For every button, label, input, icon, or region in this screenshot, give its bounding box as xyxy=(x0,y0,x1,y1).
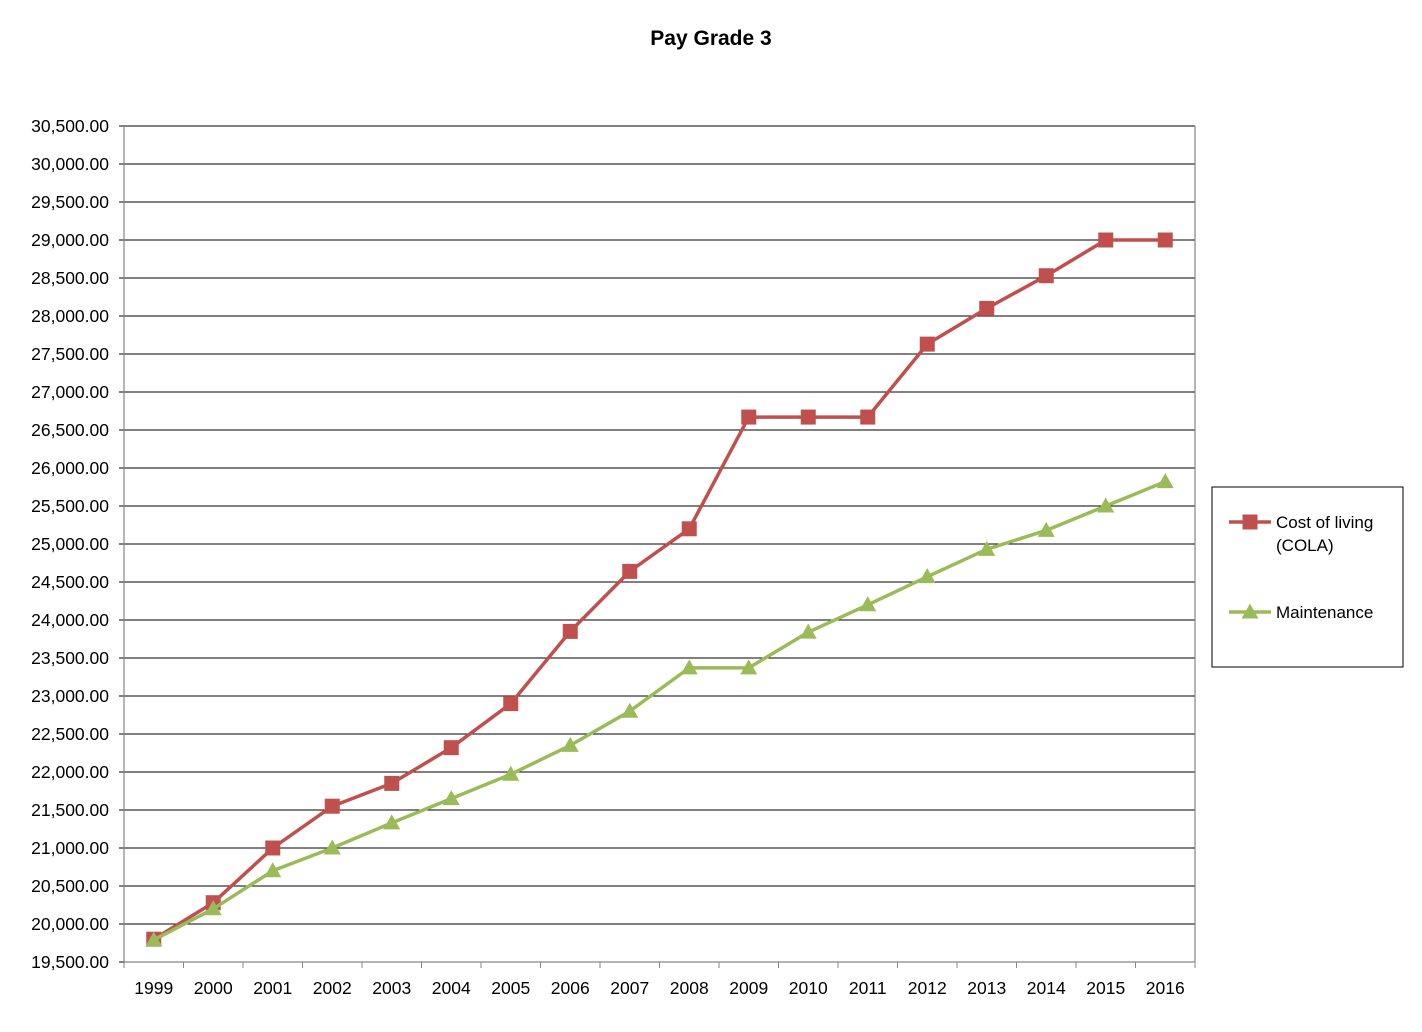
x-tick-label: 2008 xyxy=(670,978,709,998)
x-tick-label: 2006 xyxy=(551,978,590,998)
data-point xyxy=(323,839,341,855)
legend-label: Cost of living xyxy=(1276,513,1373,532)
data-point xyxy=(681,521,697,537)
data-point xyxy=(443,740,459,756)
y-tick-label: 23,500.00 xyxy=(31,648,109,668)
series-0 xyxy=(146,232,1173,947)
data-point xyxy=(383,814,401,830)
data-point xyxy=(562,623,578,639)
x-tick-label: 2009 xyxy=(729,978,768,998)
data-point xyxy=(800,409,816,425)
data-point xyxy=(860,409,876,425)
data-point xyxy=(264,862,282,878)
data-point xyxy=(918,568,936,584)
x-tick-label: 2015 xyxy=(1086,978,1125,998)
y-tick-label: 28,000.00 xyxy=(31,306,109,326)
y-tick-label: 30,500.00 xyxy=(31,116,109,136)
y-tick-label: 26,500.00 xyxy=(31,420,109,440)
data-point xyxy=(680,659,698,675)
y-tick-label: 27,000.00 xyxy=(31,382,109,402)
y-tick-label: 24,500.00 xyxy=(31,572,109,592)
chart-title: Pay Grade 3 xyxy=(650,27,771,50)
y-tick-label: 20,000.00 xyxy=(31,914,109,934)
legend-marker xyxy=(1241,603,1259,619)
y-tick-label: 22,000.00 xyxy=(31,762,109,782)
data-point xyxy=(145,931,163,947)
y-tick-label: 23,000.00 xyxy=(31,686,109,706)
data-point xyxy=(324,798,340,814)
legend-label: Maintenance xyxy=(1276,603,1373,622)
data-point xyxy=(204,900,222,916)
data-point xyxy=(919,336,935,352)
x-tick-label: 2003 xyxy=(372,978,411,998)
x-tick-label: 2012 xyxy=(908,978,947,998)
x-tick-label: 1999 xyxy=(134,978,173,998)
data-point xyxy=(859,596,877,612)
data-point xyxy=(384,775,400,791)
plot-area: 19,500.00 20,000.00 20,500.00 21,000.00 21,5… xyxy=(31,116,1196,998)
data-point xyxy=(1038,268,1054,284)
data-point xyxy=(561,736,579,752)
x-tick-label: 2011 xyxy=(849,978,887,998)
x-tick-label: 2016 xyxy=(1146,978,1185,998)
legend-item-0: Cost of living (COLA) xyxy=(1229,513,1373,555)
x-tick-label: 2002 xyxy=(313,978,352,998)
x-tick-label: 2014 xyxy=(1027,978,1066,998)
data-point xyxy=(1098,232,1114,248)
data-point xyxy=(442,790,460,806)
data-point xyxy=(502,765,520,781)
data-point xyxy=(979,300,995,316)
y-tick-label: 30,000.00 xyxy=(31,154,109,174)
x-tick-label: 2010 xyxy=(789,978,828,998)
legend-item-1: Maintenance xyxy=(1229,603,1373,622)
y-tick-label: 21,000.00 xyxy=(31,838,109,858)
y-tick-label: 29,000.00 xyxy=(31,230,109,250)
data-point xyxy=(740,659,758,675)
series-1 xyxy=(145,473,1174,947)
data-point xyxy=(265,840,281,856)
x-tick-label: 2013 xyxy=(967,978,1006,998)
y-tick-label: 24,000.00 xyxy=(31,610,109,630)
x-tick-label: 2004 xyxy=(432,978,471,998)
x-tick-label: 2007 xyxy=(610,978,649,998)
y-tick-label: 20,500.00 xyxy=(31,876,109,896)
data-point xyxy=(503,696,519,712)
legend-marker xyxy=(1242,514,1258,530)
data-point xyxy=(1037,521,1055,537)
series-line xyxy=(152,238,1166,941)
y-tick-label: 19,500.00 xyxy=(31,952,109,972)
y-tick-label: 27,500.00 xyxy=(31,344,109,364)
data-point xyxy=(622,563,638,579)
data-point xyxy=(799,623,817,639)
legend-label: (COLA) xyxy=(1276,536,1334,555)
data-point xyxy=(621,702,639,718)
y-tick-label: 28,500.00 xyxy=(31,268,109,288)
series-line xyxy=(152,480,1166,942)
data-point xyxy=(1157,232,1173,248)
y-tick-label: 25,500.00 xyxy=(31,496,109,516)
legend: Cost of living (COLA) Maintenance xyxy=(1211,486,1404,668)
y-tick-label: 26,000.00 xyxy=(31,458,109,478)
y-tick-label: 22,500.00 xyxy=(31,724,109,744)
x-tick-label: 2001 xyxy=(253,978,292,998)
data-point xyxy=(978,540,996,556)
x-tick-label: 2005 xyxy=(491,978,530,998)
x-tick-label: 2000 xyxy=(194,978,233,998)
y-tick-label: 29,500.00 xyxy=(31,192,109,212)
data-point xyxy=(1097,497,1115,513)
y-tick-label: 21,500.00 xyxy=(31,800,109,820)
data-point xyxy=(1156,473,1174,489)
data-point xyxy=(741,409,757,425)
y-tick-label: 25,000.00 xyxy=(31,534,109,554)
